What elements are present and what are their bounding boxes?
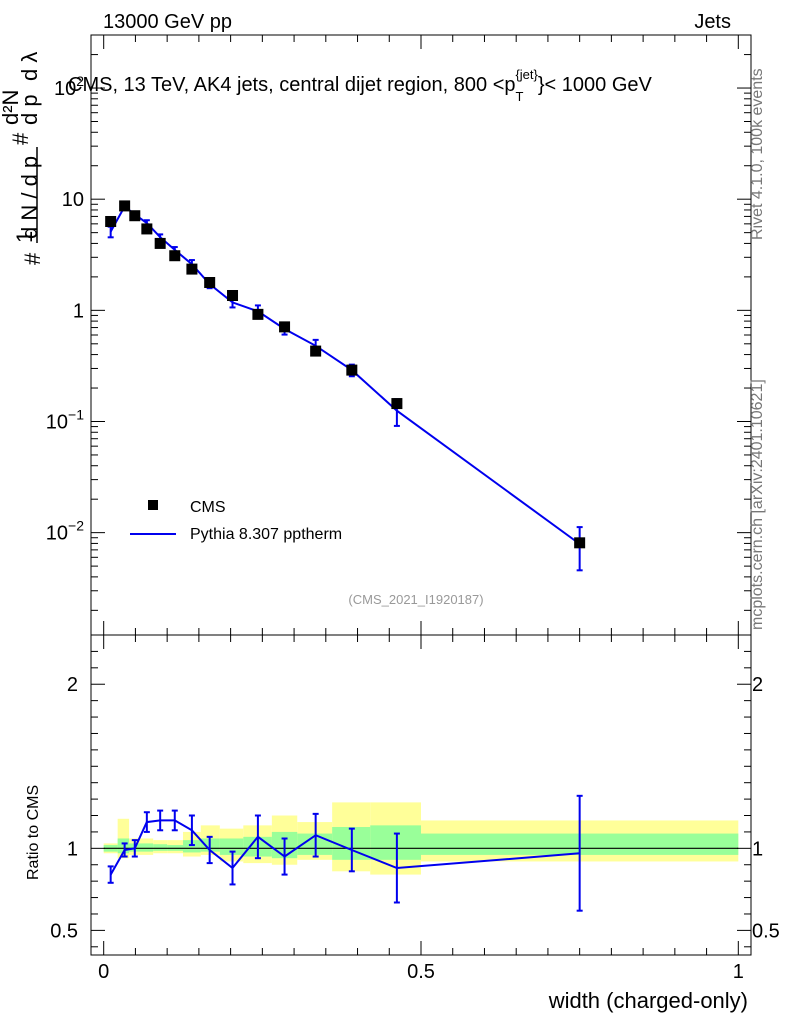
pythia-line (109, 204, 581, 545)
legend-cms-label: CMS (190, 499, 226, 516)
cms-data-point (129, 210, 141, 222)
x-axis-label: width (charged-only) (548, 988, 748, 1013)
cms-data-point (169, 250, 181, 262)
svg-text:d N / d p: d N / d p (17, 156, 42, 239)
ratio-band-inner (140, 843, 154, 852)
ratio-y-tick-label-right: 2 (752, 674, 763, 696)
main-axis-ticks: 102 10 1 10−1 10−2 (46, 34, 751, 635)
main-y-tick-label: 10−1 (46, 406, 84, 433)
legend-pythia-label: Pythia 8.307 pptherm (190, 526, 342, 543)
svg-text:#: # (8, 132, 33, 145)
ratio-y-tick-label-right: 0.5 (752, 920, 780, 942)
rivet-version-label: Rivet 4.1.0, 100k events (749, 68, 766, 240)
svg-text:1: 1 (12, 231, 37, 243)
main-title: CMS, 13 TeV, AK4 jets, central dijet reg… (68, 67, 653, 104)
cms-data-point (391, 398, 403, 410)
cms-data-point (154, 237, 166, 249)
ratio-band-inner (219, 838, 244, 855)
header-right: Jets (694, 11, 731, 33)
svg-text:d p: d p (17, 94, 42, 125)
svg-text:#: # (20, 252, 45, 265)
cms-data-point (204, 277, 216, 289)
ratio-y-tick-label-left: 1 (67, 838, 78, 860)
ratio-band-inner (153, 844, 168, 851)
x-tick-label: 0.5 (407, 961, 435, 983)
main-y-tick-label: 10 (62, 189, 84, 211)
main-y-tick-label: 102 (54, 73, 84, 100)
analysis-watermark: (CMS_2021_I1920187) (348, 592, 483, 607)
x-tick-label: 0 (98, 961, 109, 983)
x-tick-label: 1 (733, 961, 744, 983)
cms-data-point (119, 200, 131, 212)
cms-data-point (105, 215, 117, 227)
cms-data-point (227, 289, 239, 301)
cms-data-point (346, 364, 358, 376)
cms-data-point (186, 263, 198, 275)
ratio-y-tick-label-right: 1 (752, 838, 763, 860)
svg-text:d²N: d²N (0, 90, 23, 125)
cms-data-point (279, 321, 291, 333)
cms-data-point (574, 537, 586, 549)
main-y-tick-label: 1 (73, 300, 84, 322)
main-y-axis-label: # 1 d N / d p # d²N d p d λ (0, 52, 45, 265)
ratio-series-layer (107, 794, 583, 912)
ratio-band-inner (117, 838, 130, 854)
svg-text:d λ: d λ (17, 52, 42, 81)
main-frame (90, 34, 752, 636)
ratio-y-tick-label-left: 2 (67, 674, 78, 696)
ratio-y-axis-label: Ratio to CMS (25, 785, 42, 880)
legend-cms-marker (148, 500, 158, 510)
cms-data-point (310, 345, 322, 357)
ratio-band-inner (370, 825, 421, 860)
ratio-band-inner (183, 840, 201, 853)
cms-data-point (252, 308, 264, 320)
mcplots-label: mcplots.cern.ch [arXiv:2401.10621] (749, 379, 766, 630)
header-left: 13000 GeV pp (103, 11, 232, 33)
ratio-axis-ticks: 0.5 0.5 1 1 2 2 0 0.5 1 (50, 634, 780, 983)
cms-data-point (141, 223, 153, 235)
svg-text:CMS, 13 TeV, AK4 jets, central: CMS, 13 TeV, AK4 jets, central dijet reg… (68, 67, 653, 104)
main-series-layer (105, 200, 586, 572)
main-y-tick-label: 10−2 (46, 518, 84, 545)
ratio-frame (90, 634, 752, 956)
ratio-y-tick-label-left: 0.5 (50, 920, 78, 942)
